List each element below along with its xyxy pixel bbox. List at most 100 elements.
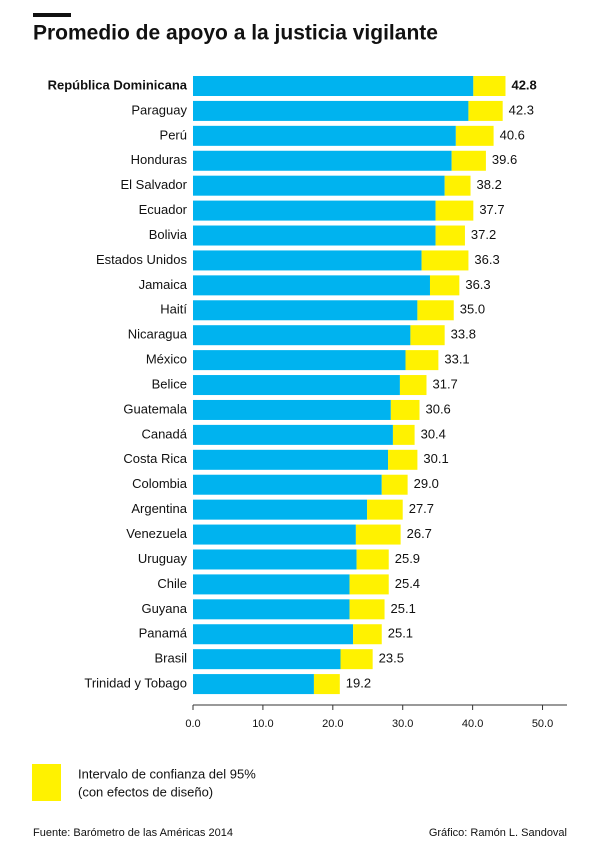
- value-label: 25.1: [391, 601, 416, 616]
- confidence-interval: [473, 76, 506, 96]
- value-label: 36.3: [474, 252, 499, 267]
- value-label: 25.4: [395, 576, 420, 591]
- value-label: 40.6: [500, 127, 525, 142]
- legend-label: Intervalo de confianza del 95%: [78, 766, 256, 781]
- confidence-interval: [435, 200, 474, 221]
- value-label: 35.0: [460, 302, 485, 317]
- confidence-interval: [340, 649, 373, 670]
- confidence-interval: [355, 524, 401, 545]
- x-tick-label: 10.0: [252, 718, 273, 730]
- category-label: Venezuela: [126, 526, 187, 541]
- bar: [193, 275, 430, 296]
- value-label: 30.4: [421, 426, 446, 441]
- category-label: Guyana: [141, 601, 187, 616]
- category-label: Panamá: [139, 626, 188, 641]
- legend-swatch: [32, 764, 61, 801]
- bar: [193, 100, 469, 121]
- credit: Gráfico: Ramón L. Sandoval: [429, 827, 567, 839]
- value-label: 27.7: [409, 501, 434, 516]
- value-label: 23.5: [379, 651, 404, 666]
- category-label: Canadá: [141, 426, 187, 441]
- bar: [193, 76, 474, 96]
- confidence-interval: [353, 624, 382, 645]
- x-tick-label: 30.0: [392, 718, 413, 730]
- x-tick-label: 40.0: [462, 718, 483, 730]
- value-label: 19.2: [346, 676, 371, 691]
- bar: [193, 350, 406, 371]
- category-label: El Salvador: [121, 177, 188, 192]
- value-label: 36.3: [465, 277, 490, 292]
- title-rule: [33, 13, 71, 17]
- x-tick-label: 20.0: [322, 718, 343, 730]
- confidence-interval: [392, 424, 415, 445]
- value-label: 25.9: [395, 551, 420, 566]
- bar: [193, 300, 418, 321]
- category-label: Nicaragua: [128, 327, 188, 342]
- bar: [193, 200, 436, 221]
- bar: [193, 624, 354, 645]
- value-label: 33.1: [444, 352, 469, 367]
- confidence-interval: [451, 150, 486, 171]
- confidence-interval: [390, 399, 420, 420]
- category-label: Uruguay: [138, 551, 188, 566]
- value-label: 25.1: [388, 626, 413, 641]
- confidence-interval: [367, 499, 403, 520]
- category-label: Bolivia: [149, 227, 188, 242]
- value-label: 37.7: [479, 202, 504, 217]
- category-label: Ecuador: [139, 202, 188, 217]
- category-label: Colombia: [132, 476, 188, 491]
- confidence-interval: [429, 275, 460, 296]
- confidence-interval: [388, 449, 418, 470]
- value-label: 38.2: [477, 177, 502, 192]
- bar: [193, 674, 314, 695]
- bar: [193, 225, 436, 246]
- value-label: 30.1: [423, 451, 448, 466]
- bar: [193, 574, 350, 595]
- bar: [193, 175, 445, 196]
- value-label: 33.8: [451, 327, 476, 342]
- bar: [193, 375, 400, 396]
- bar: [193, 449, 389, 470]
- bar: [193, 250, 422, 271]
- category-label: Costa Rica: [123, 451, 187, 466]
- category-label: México: [146, 352, 187, 367]
- value-label: 30.6: [425, 401, 450, 416]
- chart-title: Promedio de apoyo a la justicia vigilant…: [33, 22, 438, 45]
- bar: [193, 499, 368, 520]
- confidence-interval: [417, 300, 454, 321]
- confidence-interval: [349, 599, 385, 620]
- value-label: 42.8: [511, 77, 536, 92]
- confidence-interval: [405, 350, 439, 371]
- category-label: Jamaica: [139, 277, 188, 292]
- confidence-interval: [381, 474, 408, 495]
- category-label: Brasil: [154, 651, 187, 666]
- confidence-interval: [455, 125, 494, 146]
- bar: [193, 474, 382, 495]
- bar: [193, 399, 391, 420]
- bar: [193, 125, 456, 146]
- bar: [193, 325, 411, 346]
- confidence-interval: [349, 574, 389, 595]
- value-label: 39.6: [492, 152, 517, 167]
- confidence-interval: [313, 674, 340, 695]
- x-tick-label: 50.0: [532, 718, 553, 730]
- bar: [193, 599, 350, 620]
- category-label: Belice: [152, 376, 187, 391]
- category-label: Trinidad y Tobago: [84, 676, 187, 691]
- value-label: 31.7: [432, 376, 457, 391]
- bar: [193, 649, 341, 670]
- category-label: Argentina: [131, 501, 187, 516]
- confidence-interval: [356, 549, 389, 570]
- bar: [193, 549, 357, 570]
- x-tick-label: 0.0: [185, 718, 200, 730]
- category-label: República Dominicana: [48, 77, 188, 92]
- category-label: Estados Unidos: [96, 252, 188, 267]
- legend-label: (con efectos de diseño): [78, 784, 213, 799]
- value-label: 37.2: [471, 227, 496, 242]
- confidence-interval: [399, 375, 427, 396]
- confidence-interval: [468, 100, 503, 121]
- category-label: Perú: [160, 127, 187, 142]
- category-label: Haití: [160, 302, 187, 317]
- source: Fuente: Barómetro de las Américas 2014: [33, 827, 233, 839]
